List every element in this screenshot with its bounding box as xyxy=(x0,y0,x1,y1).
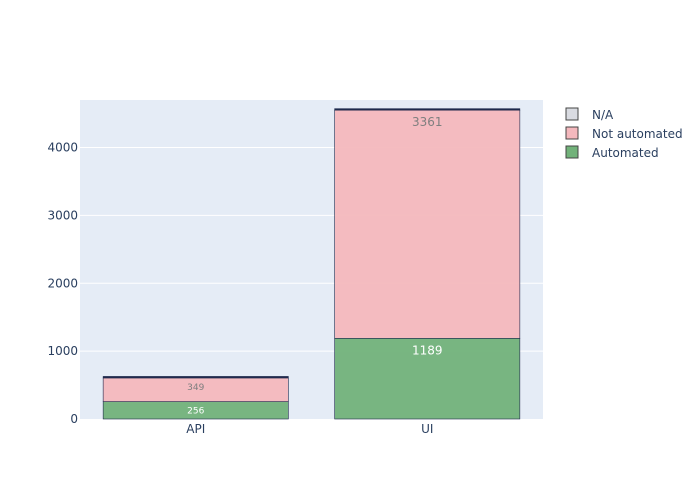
y-tick-label: 3000 xyxy=(47,208,78,222)
data-label: 1189 xyxy=(412,343,443,357)
legend-item-n-a[interactable]: N/A xyxy=(565,107,614,122)
y-tick-label: 1000 xyxy=(47,344,78,358)
data-label: 3361 xyxy=(412,115,443,129)
legend-swatch xyxy=(565,107,579,121)
x-tick-label: API xyxy=(186,422,205,436)
bar-segment-n-a[interactable] xyxy=(334,108,521,111)
x-axis: API UI xyxy=(186,422,433,436)
y-tick-label: 0 xyxy=(70,412,78,426)
x-tick-label: UI xyxy=(421,422,433,436)
bars xyxy=(102,108,521,420)
legend-item-automated[interactable]: Automated xyxy=(565,145,659,160)
legend-label: Not automated xyxy=(592,127,683,141)
legend-swatch xyxy=(565,145,579,159)
data-label: 256 xyxy=(187,407,204,417)
legend-label: N/A xyxy=(592,108,614,122)
y-tick-label: 4000 xyxy=(47,141,78,155)
legend[interactable]: N/A Not automated Automated xyxy=(565,107,683,160)
legend-swatch xyxy=(565,126,579,140)
legend-label: Automated xyxy=(592,146,659,160)
legend-item-not-automated[interactable]: Not automated xyxy=(565,126,683,141)
data-label: 349 xyxy=(187,383,204,393)
y-axis: 0 1000 2000 3000 4000 xyxy=(47,141,78,426)
data-labels: 256 349 1189 3361 xyxy=(187,115,442,416)
bar-segment-automated[interactable] xyxy=(334,337,521,420)
y-tick-label: 2000 xyxy=(47,276,78,290)
bar-segment-not-automated[interactable] xyxy=(334,109,521,339)
bar-segment-n-a[interactable] xyxy=(102,376,289,379)
